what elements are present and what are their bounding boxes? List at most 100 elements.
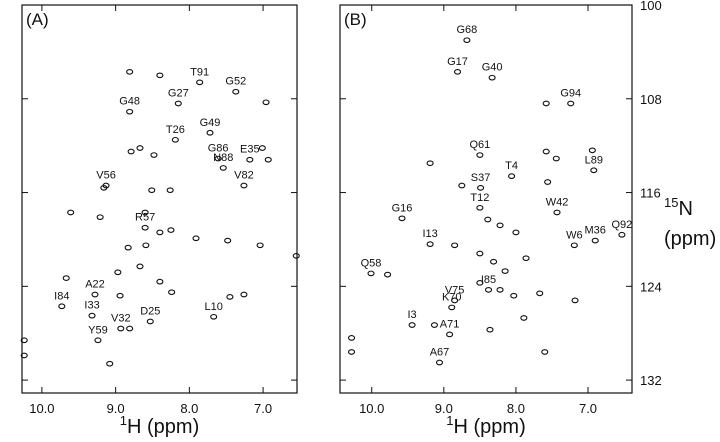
- peak-label: S37: [471, 172, 491, 184]
- x-tick-label: 8.0: [180, 401, 198, 416]
- peak: [552, 155, 560, 162]
- y-tick-label: 124: [640, 279, 662, 294]
- peak-label: T12: [470, 192, 489, 204]
- peak: [384, 271, 392, 278]
- peak: [453, 68, 462, 75]
- peak: [142, 242, 150, 249]
- peak: [476, 152, 484, 158]
- peak: [430, 322, 438, 328]
- peak: [536, 290, 544, 297]
- peak: [156, 278, 164, 285]
- peak: [146, 318, 154, 325]
- x-axis-text: H (ppm): [127, 416, 199, 438]
- peak-label: G17: [447, 56, 468, 68]
- x-tick-label: 7.0: [579, 401, 597, 416]
- peak: [141, 209, 149, 216]
- panel-label: (A): [26, 10, 49, 29]
- peak: [501, 268, 509, 274]
- peak-label: G49: [200, 117, 221, 129]
- peak: [117, 325, 125, 332]
- peak: [426, 160, 434, 167]
- peak: [486, 326, 494, 333]
- peak-label: V56: [96, 170, 116, 182]
- peak: [520, 315, 528, 321]
- peak-label: A71: [440, 318, 460, 330]
- peak: [88, 312, 96, 319]
- peak: [62, 275, 70, 281]
- peak: [106, 360, 114, 367]
- peak: [367, 270, 375, 277]
- peak: [262, 99, 270, 106]
- peak-label: G68: [456, 24, 477, 36]
- peak: [476, 279, 484, 286]
- peak-label: Q61: [469, 139, 490, 151]
- peak: [448, 304, 456, 311]
- peak: [347, 335, 356, 341]
- peak: [463, 37, 471, 44]
- peak: [476, 204, 484, 211]
- peak-label: Q92: [612, 219, 633, 231]
- peak: [192, 235, 200, 242]
- peak-label: M36: [585, 225, 606, 237]
- peak: [167, 227, 175, 233]
- peak-label: I3: [408, 309, 417, 321]
- peak: [408, 322, 416, 328]
- x-axis-label: 1H (ppm): [120, 413, 199, 438]
- peak: [206, 129, 214, 136]
- plot-frame: [339, 4, 633, 394]
- peak: [127, 148, 135, 155]
- peak: [116, 292, 124, 299]
- peak: [426, 241, 434, 247]
- peak: [210, 313, 218, 320]
- peak: [542, 100, 550, 107]
- peak: [591, 237, 599, 244]
- peak-label: Y59: [88, 324, 108, 336]
- peak: [476, 250, 484, 257]
- peak-label: V82: [234, 170, 254, 182]
- peak: [226, 294, 234, 300]
- peak: [240, 182, 248, 189]
- peak: [496, 286, 504, 293]
- peak: [451, 297, 459, 304]
- x-axis-label: 1H (ppm): [446, 413, 525, 438]
- peak: [292, 253, 300, 259]
- peak: [174, 100, 182, 107]
- peak-label: V75: [445, 284, 465, 296]
- plot-frame: [21, 4, 298, 394]
- peak: [148, 187, 156, 194]
- peak: [544, 179, 552, 185]
- x-tick-label: 10.0: [29, 401, 54, 416]
- peak: [435, 359, 444, 366]
- peak: [496, 222, 504, 229]
- peak: [219, 165, 227, 171]
- peak: [136, 263, 144, 270]
- peak: [91, 291, 99, 298]
- y-tick-label: 108: [640, 92, 662, 107]
- x-tick-label: 8.0: [507, 401, 525, 416]
- peak-label: T91: [190, 66, 209, 78]
- y-axis-text: N: [678, 198, 692, 220]
- peak-label: G16: [392, 202, 413, 214]
- peak-label: I85: [481, 274, 496, 286]
- peak: [570, 242, 578, 249]
- peak-label: T26: [166, 124, 185, 136]
- peak: [451, 242, 459, 249]
- peak: [446, 331, 454, 338]
- panel-label: (B): [344, 10, 367, 29]
- x-tick-label: 9.0: [107, 401, 125, 416]
- peak-label: I13: [422, 228, 437, 240]
- peak: [224, 237, 232, 244]
- peak-label: G40: [482, 62, 503, 74]
- peak: [571, 297, 579, 304]
- x-tick-label: 9.0: [435, 401, 453, 416]
- peak: [196, 79, 204, 86]
- peak: [542, 148, 550, 155]
- peak: [541, 349, 549, 355]
- peak-label: D25: [140, 305, 160, 317]
- peak: [488, 74, 496, 81]
- peak: [264, 156, 272, 163]
- peak-label: A22: [85, 279, 105, 291]
- peak: [484, 286, 493, 293]
- peak: [166, 187, 174, 194]
